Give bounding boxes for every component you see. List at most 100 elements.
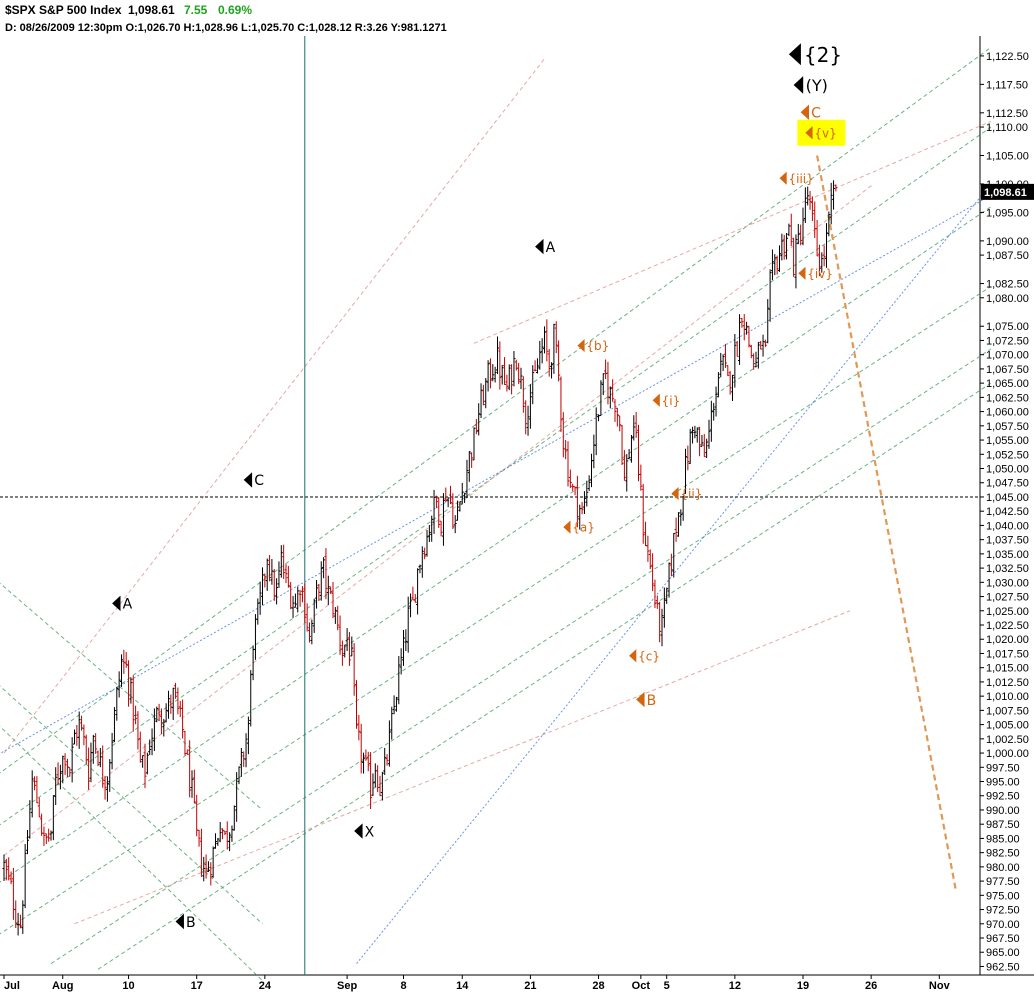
ohlc-bar [465, 459, 469, 498]
ohlc-bar [667, 562, 671, 598]
price-bars [2, 180, 838, 936]
ohlc-bar [434, 495, 438, 509]
ohlc-bar [634, 411, 638, 438]
ohlc-bar [319, 561, 323, 601]
ohlc-bar [206, 861, 210, 872]
ohlc-bar [815, 219, 819, 257]
ohlc-bar [30, 770, 34, 818]
ohlc-bar [446, 497, 450, 508]
ohlc-bar [371, 773, 375, 796]
channel-line-green [97, 382, 992, 970]
ohlc-bar [366, 751, 370, 772]
x-tick-label: 26 [865, 980, 877, 992]
ohlc-bar [613, 399, 617, 422]
ohlc-bar [291, 595, 295, 618]
ohlc-bar [190, 770, 194, 798]
last-price-tag-box [981, 183, 1034, 200]
ohlc-bar [91, 734, 95, 764]
ohlc-bar [308, 622, 311, 643]
ohlc-bar [458, 501, 462, 512]
ohlc-bar [51, 795, 55, 841]
ohlc-bar [740, 317, 744, 328]
label-text: {c} [638, 649, 660, 663]
x-tick-label: Oct [632, 980, 651, 992]
label-pointer-icon [577, 338, 585, 353]
ohlc-bar [310, 619, 314, 645]
ohlc-bar [305, 603, 309, 632]
ohlc-bar [439, 520, 443, 537]
ohlc-bar [16, 912, 20, 936]
ohlc-bar [333, 607, 337, 624]
ohlc-bar [474, 418, 478, 435]
ohlc-bar [54, 767, 58, 806]
channel-line-green [0, 126, 992, 826]
ohlc-bar [747, 325, 751, 348]
ohlc-bar [402, 629, 405, 666]
ohlc-bar [820, 252, 824, 273]
ohlc-bar [496, 336, 499, 375]
label-text: A [546, 240, 556, 256]
ohlc-bar [470, 452, 474, 468]
ohlc-bar [275, 578, 279, 605]
channel-line-pink [74, 610, 851, 925]
ohlc-bar [209, 862, 213, 886]
ohlc-bar [197, 829, 201, 847]
y-tick-label: 1,117.50 [986, 79, 1028, 91]
ohlc-bar [317, 583, 321, 601]
ohlc-bar [580, 501, 584, 515]
ohlc-bar [479, 383, 483, 419]
ohlc-bar [672, 532, 676, 578]
channel-line-green [0, 685, 263, 925]
ohlc-bar [350, 636, 354, 657]
ohlc-bar [329, 586, 333, 594]
y-tick-label: 1,057.50 [986, 421, 1029, 433]
ohlc-bar [639, 464, 643, 491]
label-pointer-icon [793, 76, 804, 94]
wave-label: A [112, 595, 133, 613]
ohlc-bar [61, 755, 65, 784]
ohlc-bar [615, 407, 619, 427]
ohlc-bar [825, 223, 828, 268]
ohlc-bar [806, 186, 810, 206]
ohlc-bar [601, 373, 605, 396]
ohlc-bar [625, 454, 629, 492]
ohlc-bar [799, 224, 803, 246]
ohlc-bar [418, 564, 422, 574]
ohlc-bar [780, 233, 784, 261]
ohlc-bar [26, 829, 29, 855]
ohlc-bar [550, 362, 554, 379]
y-tick-label: 965.00 [986, 947, 1020, 959]
ohlc-bar [622, 450, 626, 481]
ohlc-bar [686, 445, 690, 471]
ohlc-bar [651, 553, 655, 592]
ohlc-bar [564, 439, 568, 460]
ohlc-readout: D: 08/26/2009 12:30pm O:1,026.70 H:1,028… [5, 22, 447, 34]
wave-label: (Y) [793, 76, 828, 95]
y-tick-label: 1,045.00 [986, 492, 1029, 504]
y-tick-label: 1,007.50 [986, 705, 1029, 717]
ohlc-bar [322, 557, 326, 579]
y-axis: 1,122.50 1,117.50 1,112.50 1,110.00 1,105.00… [980, 51, 1029, 973]
ohlc-bar [387, 720, 391, 767]
channel-line-green [0, 46, 992, 774]
y-tick-label: 1,000.00 [986, 748, 1029, 760]
wave-label: {c} [629, 649, 660, 663]
ohlc-bar [834, 184, 838, 192]
ohlc-bar [691, 426, 695, 444]
ohlc-bar [594, 407, 598, 456]
ohlc-bar [768, 269, 772, 322]
ohlc-bar [611, 379, 615, 402]
ohlc-bar [481, 384, 485, 406]
ohlc-bar [68, 767, 72, 777]
ohlc-bar [632, 415, 636, 441]
ohlc-bar [343, 644, 347, 658]
ohlc-bar [246, 716, 250, 755]
ohlc-bar [263, 573, 267, 588]
ohlc-bar [298, 589, 302, 607]
ohlc-bar [216, 837, 220, 846]
channel-line-green [0, 206, 992, 883]
channel-line-blue [0, 194, 992, 755]
x-tick-label: 19 [797, 980, 809, 992]
label-text: C [254, 473, 264, 489]
